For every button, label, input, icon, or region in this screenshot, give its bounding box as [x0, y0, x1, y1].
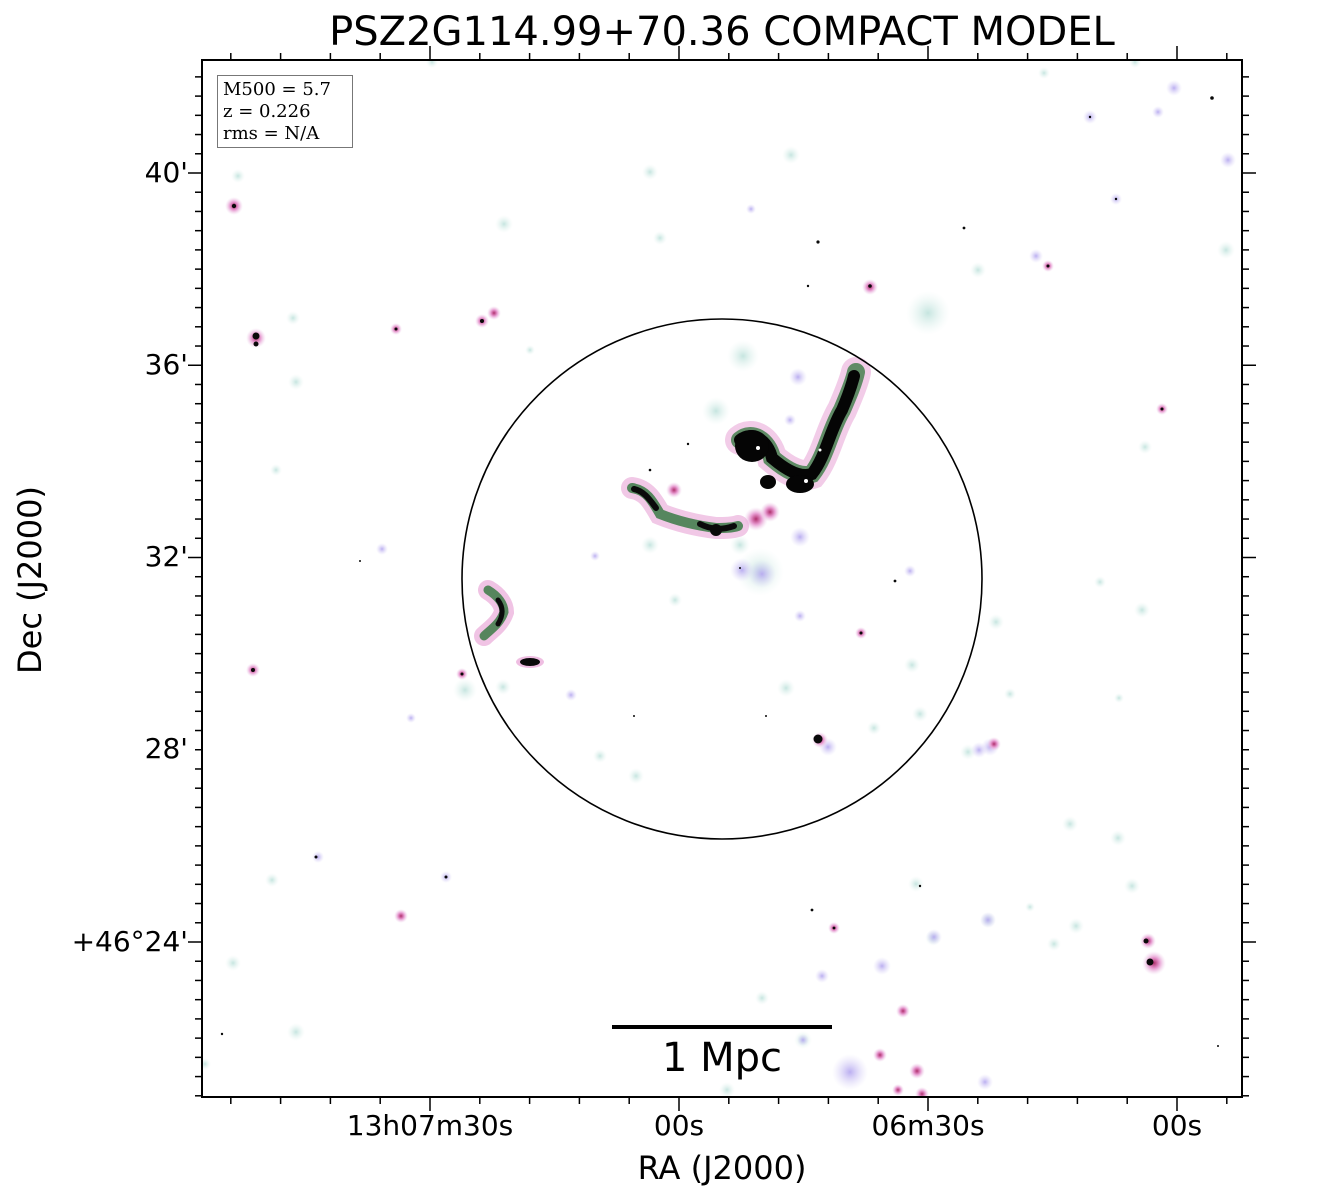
- scale-bar-label: 1 Mpc: [661, 1035, 783, 1081]
- y-axis-label-text: Dec (J2000): [11, 486, 49, 674]
- y-tick-label: 32': [144, 540, 188, 573]
- y-tick-label: 40': [144, 156, 188, 189]
- x-tick-label: 00s: [653, 1109, 705, 1142]
- sources-layer: [202, 60, 1236, 1097]
- extended-emission-central: [621, 477, 749, 540]
- plot-title: PSZ2G114.99+70.36 COMPACT MODEL: [329, 9, 1115, 55]
- y-tick-label: 28': [144, 732, 188, 765]
- y-tick-label: +46°24': [71, 925, 188, 958]
- rms-value: rms = N/A: [223, 123, 320, 144]
- y-tick-label: 36': [144, 348, 188, 381]
- x-tick-label: 13h07m30s: [346, 1109, 514, 1142]
- extended-emission-north: [725, 357, 871, 493]
- cluster-aperture-circle: [461, 318, 983, 840]
- extended-emission-west: [474, 580, 544, 668]
- axis-ticks: [188, 46, 1256, 1111]
- redshift-value: z = 0.226: [223, 101, 311, 122]
- m500-value: M500 = 5.7: [223, 79, 331, 100]
- plot-frame: [201, 59, 1243, 1098]
- x-tick-label: 06m30s: [871, 1109, 985, 1142]
- x-tick-label: 00s: [1151, 1109, 1203, 1142]
- info-box: M500 = 5.7 z = 0.226 rms = N/A: [217, 75, 353, 148]
- x-axis-label: RA (J2000): [637, 1149, 807, 1187]
